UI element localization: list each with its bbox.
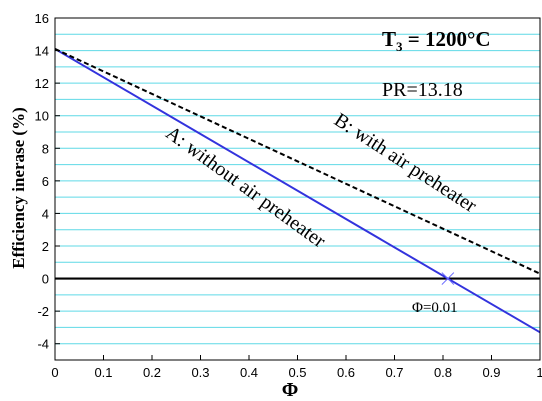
y-tick-label: 2	[42, 239, 49, 254]
y-tick-label: 10	[35, 109, 49, 124]
x-axis-title: Φ	[282, 379, 299, 401]
x-tick-label: 0.8	[434, 365, 452, 380]
x-tick-label: 0	[51, 365, 58, 380]
y-tick-label: 0	[42, 272, 49, 287]
x-tick-label: 0.9	[482, 365, 500, 380]
y-tick-label: 8	[42, 141, 49, 156]
x-tick-label: 1	[536, 365, 542, 380]
series-b-label: B: with air preheater	[330, 109, 481, 217]
series-layer	[54, 48, 541, 334]
x-tick-label: 0.4	[240, 365, 258, 380]
x-tick-label: 0.2	[143, 365, 161, 380]
pressure-ratio-annotation: PR=13.18	[382, 79, 463, 101]
axis-ticks: 0 0.1 0.2 0.3 0.4 0.5 0.6 0.7 0.8 0.9 1 16 14 12 10 8 6 4…	[35, 11, 542, 380]
y-axis-title: Efficiency inerase (%)	[9, 107, 28, 268]
y-tick-label: 4	[42, 206, 49, 221]
x-tick-label: 0.6	[337, 365, 355, 380]
y-tick-label: -2	[37, 304, 49, 319]
zero-crossing-marker	[441, 272, 455, 285]
y-tick-label: 14	[35, 44, 49, 59]
y-tick-label: 16	[35, 11, 49, 26]
y-tick-label: 6	[42, 174, 49, 189]
temperature-annotation: T3 = 1200°C	[382, 27, 491, 54]
x-tick-label: 0.1	[94, 365, 112, 380]
phi-annotation: Φ=0.01	[412, 300, 458, 316]
x-tick-label: 0.7	[385, 365, 403, 380]
y-tick-label: -4	[37, 337, 49, 352]
y-tick-label: 12	[35, 76, 49, 91]
x-tick-label: 0.5	[288, 365, 306, 380]
series-b-line	[54, 48, 541, 275]
series-a-label: A: without air preheater	[162, 122, 330, 253]
x-tick-label: 0.3	[191, 365, 209, 380]
